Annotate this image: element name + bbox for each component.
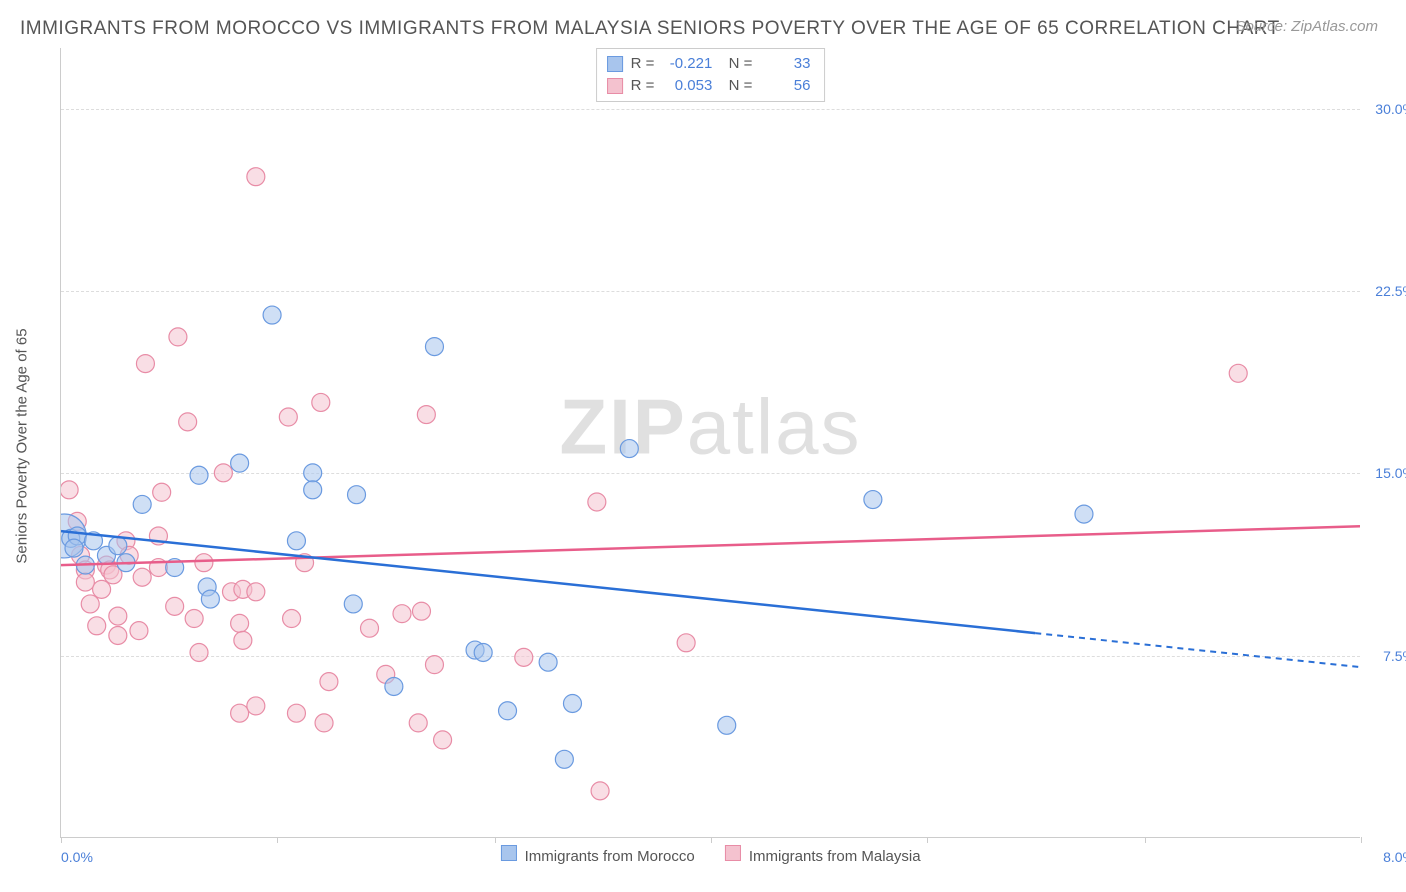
- n-value-malaysia: 56: [760, 75, 810, 97]
- r-value-morocco: -0.221: [662, 53, 712, 75]
- legend-item-malaysia: Immigrants from Malaysia: [725, 845, 921, 865]
- y-tick-label: 30.0%: [1375, 101, 1406, 117]
- regression-line-malaysia: [61, 526, 1360, 565]
- y-tick-label: 22.5%: [1375, 283, 1406, 299]
- legend-row-morocco: R = -0.221 N = 33: [607, 53, 811, 75]
- legend-item-morocco: Immigrants from Morocco: [500, 845, 694, 865]
- regression-line-morocco-extrapolated: [1035, 633, 1360, 667]
- source-label: Source: ZipAtlas.com: [1235, 18, 1378, 35]
- correlation-legend: R = -0.221 N = 33 R = 0.053 N = 56: [596, 48, 826, 102]
- x-tick: [927, 837, 928, 843]
- n-label: N =: [720, 75, 752, 97]
- x-tick: [495, 837, 496, 843]
- r-label: R =: [631, 75, 655, 97]
- y-tick-label: 15.0%: [1375, 465, 1406, 481]
- legend-row-malaysia: R = 0.053 N = 56: [607, 75, 811, 97]
- r-label: R =: [631, 53, 655, 75]
- swatch-morocco: [500, 845, 516, 861]
- x-tick: [1145, 837, 1146, 843]
- x-max-label: 8.0%: [1383, 849, 1406, 865]
- regression-layer: [61, 48, 1360, 837]
- chart-container: IMMIGRANTS FROM MOROCCO VS IMMIGRANTS FR…: [0, 0, 1406, 892]
- y-axis-title: Seniors Poverty Over the Age of 65: [14, 328, 31, 563]
- n-value-morocco: 33: [760, 53, 810, 75]
- chart-title: IMMIGRANTS FROM MOROCCO VS IMMIGRANTS FR…: [20, 18, 1280, 40]
- x-tick: [277, 837, 278, 843]
- series-legend: Immigrants from Morocco Immigrants from …: [500, 845, 920, 865]
- x-tick: [61, 837, 62, 843]
- legend-label-morocco: Immigrants from Morocco: [525, 848, 695, 865]
- swatch-morocco: [607, 56, 623, 72]
- plot-area: ZIPatlas R = -0.221 N = 33 R = 0.053 N =…: [60, 48, 1360, 838]
- x-tick: [1361, 837, 1362, 843]
- swatch-malaysia: [725, 845, 741, 861]
- legend-label-malaysia: Immigrants from Malaysia: [749, 848, 921, 865]
- y-tick-label: 7.5%: [1383, 648, 1406, 664]
- r-value-malaysia: 0.053: [662, 75, 712, 97]
- x-min-label: 0.0%: [61, 849, 93, 865]
- x-tick: [711, 837, 712, 843]
- swatch-malaysia: [607, 78, 623, 94]
- regression-line-morocco: [61, 531, 1035, 633]
- n-label: N =: [720, 53, 752, 75]
